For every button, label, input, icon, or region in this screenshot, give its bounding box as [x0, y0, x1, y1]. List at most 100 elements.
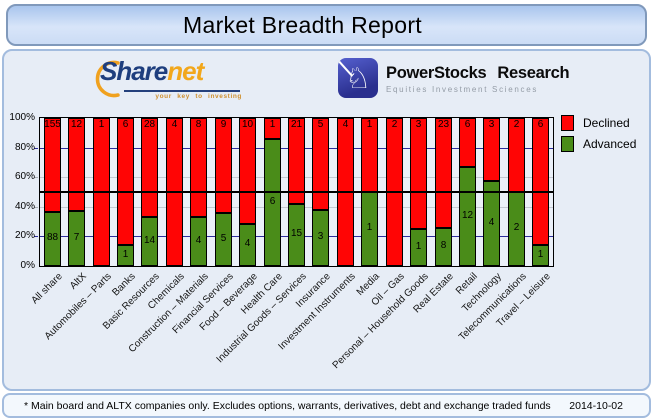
- bar-value-advanced: 6: [269, 196, 276, 207]
- y-tick-40: [34, 207, 38, 208]
- y-tick-80: [34, 148, 38, 149]
- advanced-swatch-icon: [561, 136, 574, 152]
- declined-segment: [68, 118, 85, 211]
- bar-value-declined: 4: [342, 119, 349, 130]
- sharenet-wordmark-share: Share: [100, 56, 168, 86]
- legend-label: Advanced: [583, 137, 637, 151]
- bar-value-declined: 3: [415, 119, 422, 130]
- bar-financial-services: [215, 118, 232, 266]
- declined-segment: [532, 118, 549, 245]
- sharenet-logo: Sharenet your key to investing: [88, 56, 258, 106]
- y-axis-label: 80%: [14, 142, 35, 153]
- declined-segment: [312, 118, 329, 210]
- bar-value-advanced: 1: [537, 249, 544, 260]
- advanced-segment: [483, 181, 500, 266]
- y-axis-label: 40%: [14, 201, 35, 212]
- bar-value-declined: 6: [537, 119, 544, 130]
- bar-value-declined: 12: [70, 119, 83, 130]
- declined-segment: [141, 118, 158, 217]
- bar-media: [361, 118, 378, 266]
- bar-value-declined: 28: [143, 119, 156, 130]
- y-axis-label: 0%: [20, 260, 35, 271]
- bar-value-advanced: 1: [366, 222, 373, 233]
- advanced-segment: [312, 210, 329, 266]
- title-banner: Market Breadth Report: [6, 4, 647, 46]
- advanced-segment: [68, 211, 85, 266]
- bar-technology: [483, 118, 500, 266]
- bar-value-declined: 5: [317, 119, 324, 130]
- powerstocks-logo: ♘ PowerStocks Research Equities Investmen…: [338, 58, 570, 98]
- advanced-segment: [117, 245, 134, 266]
- advanced-segment: [141, 217, 158, 266]
- bar-altx: [68, 118, 85, 266]
- bar-value-declined: 1: [269, 119, 276, 130]
- bar-industrial-goods-services: [288, 118, 305, 266]
- bar-value-advanced: 4: [244, 238, 251, 249]
- fifty-percent-line: [40, 191, 553, 193]
- declined-segment: [483, 118, 500, 181]
- bar-value-declined: 1: [366, 119, 373, 130]
- bar-travel-leisure: [532, 118, 549, 266]
- bar-value-declined: 2: [513, 119, 520, 130]
- advanced-segment: [532, 245, 549, 266]
- footnote: * Main board and ALTX companies only. Ex…: [24, 399, 551, 412]
- bar-value-advanced: 5: [220, 233, 227, 244]
- bar-value-advanced: 4: [195, 235, 202, 246]
- bar-value-advanced: 2: [513, 222, 520, 233]
- y-axis-label: 60%: [14, 171, 35, 182]
- plot-area: 155 88 12 7 1 6 1 28 14 4 8 4 9 5 10 4 1 6 21 15 5 3 4 1 1 2 3 1 23 8…: [39, 117, 554, 267]
- y-axis-label: 100%: [9, 112, 35, 123]
- bar-value-advanced: 12: [461, 210, 474, 221]
- legend-label: Declined: [583, 116, 630, 130]
- bar-value-advanced: 88: [46, 232, 59, 243]
- powerstocks-text: PowerStocks Research Equities Investment …: [386, 58, 570, 98]
- bar-value-declined: 9: [220, 119, 227, 130]
- bar-value-declined: 23: [437, 119, 450, 130]
- declined-segment: [239, 118, 256, 224]
- advanced-segment: [190, 217, 207, 266]
- bar-value-advanced: 8: [440, 240, 447, 251]
- advanced-segment: [410, 229, 427, 266]
- declined-segment: [215, 118, 232, 213]
- declined-segment: [435, 118, 452, 228]
- declined-segment: [190, 118, 207, 217]
- report-date: 2014-10-02: [569, 399, 623, 412]
- sharenet-underline: [124, 90, 240, 92]
- advanced-segment: [435, 228, 452, 266]
- bar-all-share: [44, 118, 61, 266]
- declined-segment: [264, 118, 281, 139]
- bar-value-declined: 155: [44, 119, 61, 130]
- bar-value-advanced: 3: [317, 231, 324, 242]
- sharenet-wordmark: Sharenet: [100, 56, 204, 87]
- y-tick-20: [34, 236, 38, 237]
- advanced-segment: [239, 224, 256, 266]
- bar-value-declined: 3: [488, 119, 495, 130]
- footer-bar: * Main board and ALTX companies only. Ex…: [2, 393, 651, 418]
- bar-real-estate: [435, 118, 452, 266]
- advanced-segment: [288, 204, 305, 266]
- advanced-segment: [264, 139, 281, 266]
- declined-segment: [44, 118, 61, 212]
- bar-food-beverage: [239, 118, 256, 266]
- y-tick-60: [34, 177, 38, 178]
- chess-knight-icon: ♘: [338, 58, 378, 98]
- bar-value-declined: 8: [195, 119, 202, 130]
- declined-segment: [117, 118, 134, 245]
- chart-legend: Declined Advanced: [561, 115, 636, 157]
- bar-personal-household-goods: [410, 118, 427, 266]
- bar-value-declined: 1: [98, 119, 105, 130]
- bar-insurance: [312, 118, 329, 266]
- y-axis-label: 20%: [14, 230, 35, 241]
- bar-value-declined: 4: [171, 119, 178, 130]
- bar-value-advanced: 7: [73, 232, 80, 243]
- sharenet-swoosh-icon: [95, 60, 120, 98]
- bar-value-declined: 2: [391, 119, 398, 130]
- bar-value-advanced: 4: [488, 217, 495, 228]
- sharenet-wordmark-net: net: [167, 56, 204, 86]
- legend-item-advanced: Advanced: [561, 136, 636, 152]
- bar-value-declined: 6: [122, 119, 129, 130]
- declined-segment: [459, 118, 476, 167]
- bar-value-declined: 10: [241, 119, 254, 130]
